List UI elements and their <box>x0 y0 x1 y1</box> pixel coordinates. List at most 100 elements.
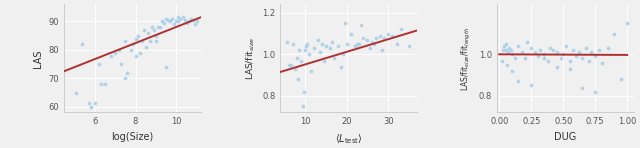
Point <box>573 51 584 53</box>
Point <box>148 29 159 31</box>
Point <box>586 51 596 53</box>
Point <box>71 91 81 94</box>
Point <box>590 55 600 58</box>
Point <box>497 59 507 62</box>
Point <box>122 71 132 74</box>
Point <box>317 43 327 45</box>
Point <box>367 41 377 43</box>
Point <box>307 70 317 72</box>
Point <box>396 28 406 30</box>
Point <box>387 34 397 37</box>
Point <box>564 68 575 70</box>
Point <box>383 32 394 35</box>
Point <box>509 57 520 60</box>
Point <box>151 40 161 43</box>
Point <box>110 52 120 54</box>
Point <box>120 77 131 79</box>
Point <box>292 57 302 60</box>
Point <box>184 20 194 23</box>
Point <box>577 86 588 89</box>
Point <box>558 53 568 56</box>
Point <box>188 19 198 21</box>
Point <box>532 55 543 58</box>
Point <box>507 70 517 72</box>
Point <box>522 41 532 43</box>
Point <box>161 17 172 20</box>
Point <box>282 41 292 43</box>
Point <box>362 39 372 41</box>
Point <box>189 23 200 25</box>
Point <box>603 47 613 49</box>
Point <box>173 16 184 18</box>
Point <box>179 19 189 21</box>
Point <box>354 43 364 45</box>
Point <box>545 47 556 49</box>
Point <box>584 59 594 62</box>
Point <box>502 63 512 66</box>
X-axis label: DUG: DUG <box>554 132 576 142</box>
Point <box>358 37 369 39</box>
Point <box>333 45 344 47</box>
Point <box>404 45 414 47</box>
Point <box>552 51 562 53</box>
Point <box>369 43 379 45</box>
Point <box>95 83 106 85</box>
Point <box>159 22 169 24</box>
Point <box>141 46 151 48</box>
Point <box>596 61 607 64</box>
Point <box>346 32 356 35</box>
X-axis label: log(Size): log(Size) <box>111 132 154 142</box>
Point <box>513 80 524 82</box>
Point <box>500 43 511 45</box>
Point <box>335 66 346 68</box>
Y-axis label: LAS/fit$_\mathit{size}$/fit$_\mathit{length}$: LAS/fit$_\mathit{size}$/fit$_\mathit{len… <box>460 26 473 91</box>
Point <box>526 84 536 87</box>
Point <box>155 26 165 28</box>
Point <box>581 47 591 49</box>
Point <box>609 32 620 35</box>
Point <box>548 49 558 51</box>
Point <box>131 37 141 40</box>
Point <box>539 53 549 56</box>
Point <box>192 20 202 23</box>
Point <box>517 51 527 53</box>
Point <box>147 26 157 28</box>
Point <box>167 17 177 20</box>
Point <box>543 59 553 62</box>
Point <box>186 17 196 20</box>
Point <box>319 59 329 62</box>
Point <box>616 78 626 80</box>
Point <box>292 78 303 80</box>
Point <box>298 105 308 107</box>
Y-axis label: LAS/fit$_\mathit{size}$: LAS/fit$_\mathit{size}$ <box>244 37 257 80</box>
Point <box>157 20 167 23</box>
Point <box>315 51 325 53</box>
Point <box>294 49 304 51</box>
Point <box>327 41 337 43</box>
Point <box>590 91 600 93</box>
Point <box>342 43 352 45</box>
Y-axis label: LAS: LAS <box>33 49 43 68</box>
Point <box>506 49 516 51</box>
Point <box>116 63 126 65</box>
Point <box>285 63 296 66</box>
Point <box>379 37 389 39</box>
Point <box>530 51 540 53</box>
X-axis label: $\langle L_\mathrm{test}\rangle$: $\langle L_\mathrm{test}\rangle$ <box>335 132 363 146</box>
Point <box>175 17 186 20</box>
Point <box>556 57 566 60</box>
Point <box>325 47 335 49</box>
Point <box>526 47 536 49</box>
Point <box>571 55 581 58</box>
Point <box>143 32 153 34</box>
Point <box>568 49 579 51</box>
Point <box>77 43 88 45</box>
Point <box>364 47 374 49</box>
Point <box>172 20 182 23</box>
Point <box>302 43 312 45</box>
Point <box>504 47 515 49</box>
Point <box>552 66 562 68</box>
Point <box>340 22 350 24</box>
Point <box>139 29 149 31</box>
Point <box>165 20 175 23</box>
